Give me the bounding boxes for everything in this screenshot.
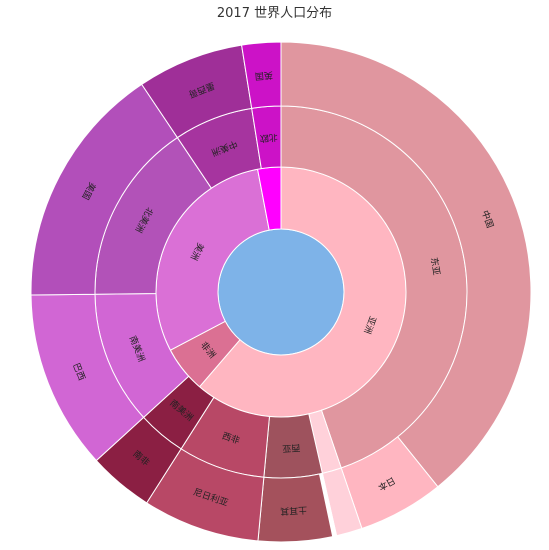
chart-title: 2017 世界人口分布 [216,6,333,21]
sunburst-label-ring2-2: 西亚 [282,442,301,454]
sunburst-label-ring3-10: 英国 [254,69,273,82]
sunburst-root[interactable] [217,228,345,356]
sunburst-label-ring2-0: 东亚 [428,256,443,276]
sunburst-segments [30,41,532,543]
sunburst-label-ring2-8: 北欧 [259,131,278,144]
sunburst-segment-ring3-0[interactable] [280,41,532,488]
sunburst-segment-ring3-10[interactable] [241,41,282,109]
sunburst-label-ring3-4: 土耳其 [280,504,308,518]
